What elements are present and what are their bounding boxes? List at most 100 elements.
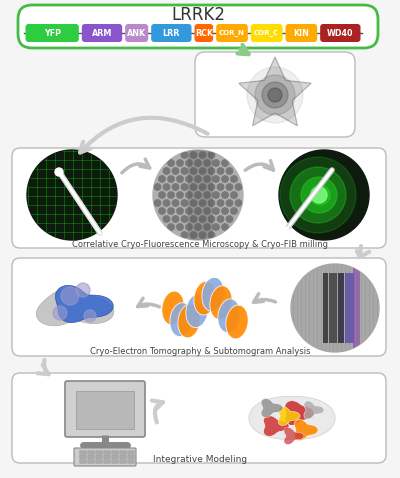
FancyBboxPatch shape	[96, 460, 102, 463]
Polygon shape	[294, 420, 318, 440]
Circle shape	[168, 192, 174, 198]
Circle shape	[213, 192, 219, 198]
Circle shape	[55, 168, 63, 176]
Circle shape	[177, 224, 183, 230]
Circle shape	[195, 208, 201, 214]
Circle shape	[159, 176, 165, 182]
Circle shape	[217, 168, 224, 174]
Circle shape	[177, 192, 183, 198]
Circle shape	[226, 168, 233, 174]
FancyBboxPatch shape	[286, 24, 317, 42]
FancyBboxPatch shape	[104, 460, 110, 463]
Circle shape	[291, 264, 379, 352]
Circle shape	[159, 208, 165, 214]
Circle shape	[222, 208, 228, 214]
FancyBboxPatch shape	[104, 451, 110, 454]
Circle shape	[172, 216, 179, 222]
FancyBboxPatch shape	[195, 52, 355, 137]
Polygon shape	[249, 396, 335, 440]
Circle shape	[163, 216, 170, 222]
Circle shape	[186, 224, 192, 230]
FancyBboxPatch shape	[88, 451, 94, 454]
Circle shape	[213, 224, 219, 230]
Text: ANK: ANK	[127, 29, 146, 37]
Circle shape	[226, 200, 233, 206]
Circle shape	[190, 168, 197, 174]
Ellipse shape	[218, 299, 240, 333]
Circle shape	[217, 200, 224, 206]
Circle shape	[190, 232, 197, 238]
FancyBboxPatch shape	[18, 5, 378, 48]
Circle shape	[208, 184, 215, 190]
FancyBboxPatch shape	[125, 24, 148, 42]
Circle shape	[310, 185, 330, 205]
Bar	[76, 391, 134, 429]
Text: WD40: WD40	[327, 29, 354, 37]
FancyBboxPatch shape	[112, 451, 118, 454]
FancyBboxPatch shape	[80, 451, 86, 454]
Circle shape	[199, 200, 206, 206]
Ellipse shape	[186, 294, 208, 327]
Circle shape	[195, 224, 201, 230]
Bar	[353, 264, 360, 352]
Circle shape	[208, 168, 215, 174]
Ellipse shape	[202, 277, 224, 311]
Circle shape	[226, 216, 233, 222]
Circle shape	[154, 184, 161, 190]
FancyBboxPatch shape	[151, 24, 192, 42]
Circle shape	[190, 184, 197, 190]
Polygon shape	[36, 289, 114, 326]
Circle shape	[301, 177, 337, 213]
Circle shape	[181, 184, 188, 190]
Circle shape	[290, 167, 346, 223]
FancyBboxPatch shape	[128, 455, 134, 459]
FancyBboxPatch shape	[128, 460, 134, 463]
Circle shape	[222, 160, 228, 166]
Circle shape	[204, 160, 210, 166]
Bar	[338, 273, 344, 343]
FancyBboxPatch shape	[96, 451, 102, 454]
FancyBboxPatch shape	[128, 451, 134, 454]
Text: Correlative Cryo-Fluorescence Microscopy & Cryo-FIB milling: Correlative Cryo-Fluorescence Microscopy…	[72, 239, 328, 249]
Circle shape	[181, 200, 188, 206]
Circle shape	[190, 200, 197, 206]
FancyBboxPatch shape	[112, 455, 118, 459]
Circle shape	[204, 208, 210, 214]
Text: KIN: KIN	[293, 29, 309, 37]
Circle shape	[186, 192, 192, 198]
Ellipse shape	[210, 286, 232, 320]
FancyBboxPatch shape	[194, 24, 213, 42]
Circle shape	[190, 152, 197, 158]
Text: COR_N: COR_N	[219, 30, 245, 36]
FancyBboxPatch shape	[251, 24, 282, 42]
Circle shape	[186, 176, 192, 182]
Circle shape	[195, 160, 201, 166]
Circle shape	[226, 184, 233, 190]
Circle shape	[195, 176, 201, 182]
Circle shape	[84, 310, 96, 322]
Circle shape	[213, 160, 219, 166]
Circle shape	[168, 208, 174, 214]
Circle shape	[177, 208, 183, 214]
Circle shape	[181, 232, 188, 238]
Text: LRRK2: LRRK2	[171, 6, 225, 24]
Polygon shape	[284, 427, 304, 445]
FancyBboxPatch shape	[12, 373, 386, 463]
Circle shape	[222, 224, 228, 230]
Circle shape	[61, 287, 79, 305]
Circle shape	[204, 176, 210, 182]
FancyBboxPatch shape	[80, 460, 86, 463]
Circle shape	[168, 224, 174, 230]
Circle shape	[190, 216, 197, 222]
Ellipse shape	[162, 291, 184, 325]
Polygon shape	[188, 150, 213, 240]
Text: Integrative Modeling: Integrative Modeling	[153, 456, 247, 465]
Ellipse shape	[178, 304, 200, 338]
Circle shape	[199, 168, 206, 174]
Circle shape	[311, 187, 327, 203]
Circle shape	[204, 192, 210, 198]
Circle shape	[217, 216, 224, 222]
Circle shape	[231, 208, 237, 214]
Circle shape	[279, 150, 369, 240]
Text: Cryo-Electron Tomography & Subtomogram Analysis: Cryo-Electron Tomography & Subtomogram A…	[90, 348, 310, 357]
